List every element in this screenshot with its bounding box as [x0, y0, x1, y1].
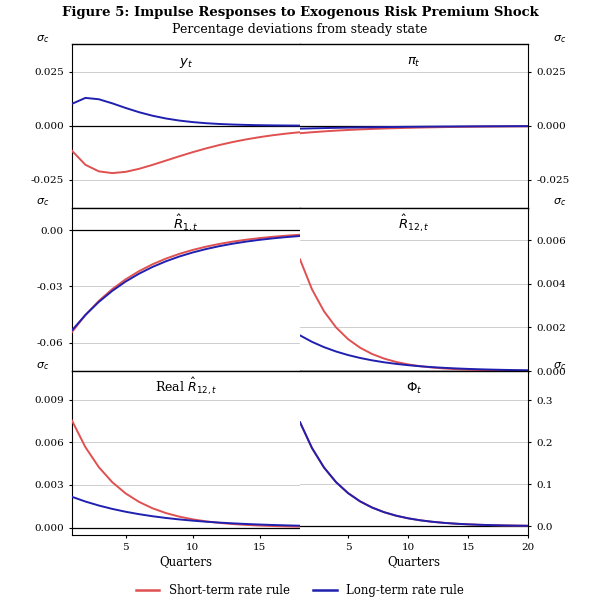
Legend: Short-term rate rule, Long-term rate rule: Short-term rate rule, Long-term rate rul…: [131, 580, 469, 602]
Text: $\sigma_c$: $\sigma_c$: [553, 360, 566, 371]
Text: Real $\hat{R}_{12,t}$: Real $\hat{R}_{12,t}$: [155, 376, 217, 397]
Text: $\sigma_c$: $\sigma_c$: [36, 196, 49, 208]
Text: $\sigma_c$: $\sigma_c$: [553, 33, 566, 45]
X-axis label: Quarters: Quarters: [388, 555, 440, 568]
Text: $\sigma_c$: $\sigma_c$: [553, 196, 566, 208]
X-axis label: Quarters: Quarters: [160, 555, 212, 568]
Text: $y_t$: $y_t$: [179, 56, 193, 70]
Text: $\Phi_t$: $\Phi_t$: [406, 381, 422, 397]
Text: Figure 5: Impulse Responses to Exogenous Risk Premium Shock: Figure 5: Impulse Responses to Exogenous…: [62, 6, 538, 19]
Text: $\pi_t$: $\pi_t$: [407, 56, 421, 70]
Text: $\hat{R}_{1,t}$: $\hat{R}_{1,t}$: [173, 213, 199, 234]
Text: $\hat{R}_{12,t}$: $\hat{R}_{12,t}$: [398, 213, 430, 234]
Text: $\sigma_c$: $\sigma_c$: [36, 33, 49, 45]
Text: $\sigma_c$: $\sigma_c$: [36, 360, 49, 371]
Text: Percentage deviations from steady state: Percentage deviations from steady state: [172, 23, 428, 35]
